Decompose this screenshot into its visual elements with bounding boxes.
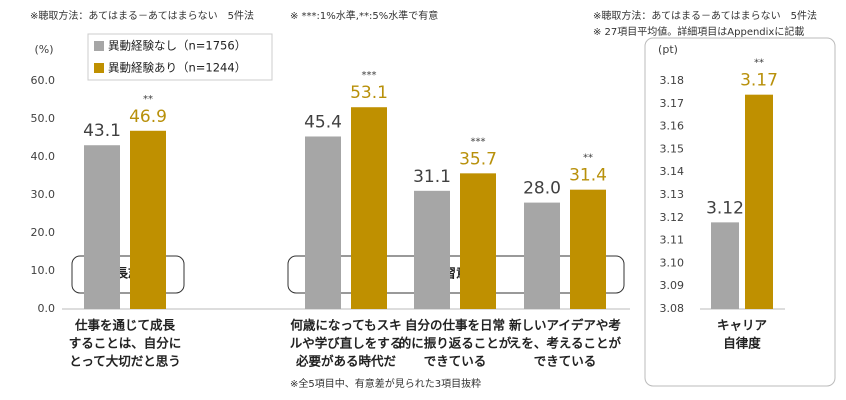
x-tick-label: 自分の仕事を日常 [405, 318, 505, 333]
y-tick-label: 30.0 [31, 188, 56, 201]
x-tick-label: 新しいアイデアや考 [509, 318, 621, 333]
y-tick-label: 3.14 [660, 165, 685, 178]
y-tick-label: 3.12 [660, 211, 685, 224]
note: ※ 27項目平均値。詳細項目はAppendixに記載 [593, 25, 804, 38]
significance-mark: ** [583, 153, 593, 164]
x-tick-label: ルや学び直しをする [290, 336, 403, 351]
data-label: 28.0 [523, 179, 561, 199]
significance-mark: ** [754, 58, 764, 69]
x-tick-label: 必要がある時代だ [295, 354, 397, 369]
data-label: 46.9 [129, 107, 167, 127]
note: ※聴取方法：あてはまる－あてはまらない 5件法 [593, 9, 817, 22]
x-tick-label: とって大切だと思う [69, 354, 181, 369]
y-axis-unit: (%) [34, 43, 53, 56]
x-tick-label: できている [534, 354, 597, 369]
y-tick-label: 60.0 [31, 74, 56, 87]
y-tick-label: 3.18 [660, 74, 685, 87]
y-tick-label: 3.11 [660, 234, 685, 247]
significance-mark: *** [362, 70, 377, 81]
legend-box [87, 33, 273, 81]
note: ※全5項目中、有意差が見られた3項目抜粋 [290, 377, 481, 390]
y-tick-label: 3.15 [660, 142, 685, 155]
y-tick-label: 3.08 [660, 302, 685, 315]
x-tick-label: することは、自分に [69, 336, 182, 351]
bar [524, 202, 560, 309]
y-tick-label: 40.0 [31, 150, 56, 163]
bar [305, 136, 341, 309]
bar [570, 189, 606, 309]
data-label: 45.4 [304, 112, 342, 132]
data-label: 3.17 [740, 71, 778, 91]
bar [84, 145, 120, 309]
y-tick-label: 3.16 [660, 120, 685, 133]
bar [130, 130, 166, 309]
y-tick-label: 20.0 [31, 226, 56, 239]
legend-label: 異動経験あり（n=1244） [108, 61, 246, 75]
y-tick-label: 3.17 [660, 97, 685, 110]
bar [414, 190, 450, 309]
x-tick-label: キャリア [717, 318, 767, 333]
y-tick-label: 10.0 [31, 264, 56, 277]
data-label: 53.1 [350, 83, 388, 103]
bar [351, 107, 387, 309]
y-tick-label: 50.0 [31, 112, 56, 125]
significance-mark: *** [471, 136, 486, 147]
significance-mark: ** [143, 94, 153, 105]
bar [460, 173, 496, 309]
bar [711, 222, 739, 309]
x-tick-label: できている [424, 354, 487, 369]
note: ※ ***:1%水準,**:5%水準で有意 [290, 9, 438, 22]
y-axis-unit: (pt) [658, 43, 678, 56]
x-tick-label: 何歳になってもスキ [290, 318, 401, 333]
legend-swatch [94, 41, 104, 51]
y-tick-label: 3.10 [660, 256, 685, 269]
legend-swatch [94, 63, 104, 73]
note: ※聴取方法：あてはまる－あてはまらない 5件法 [30, 9, 254, 22]
y-tick-label: 0.0 [38, 302, 56, 315]
data-label: 43.1 [83, 121, 121, 141]
panel-frame [644, 37, 836, 387]
y-tick-label: 3.13 [660, 188, 685, 201]
x-tick-label: えを、考えることが [509, 336, 622, 351]
data-label: 31.1 [413, 167, 451, 187]
legend-label: 異動経験なし（n=1756） [108, 39, 246, 53]
x-tick-label: 仕事を通じて成長 [74, 318, 176, 333]
x-tick-label: 的に振り返ることが [399, 336, 512, 351]
data-label: 35.7 [459, 149, 497, 169]
data-label: 3.12 [706, 198, 744, 218]
x-tick-label: 自律度 [723, 336, 761, 351]
y-tick-label: 3.09 [660, 279, 685, 292]
data-label: 31.4 [569, 166, 607, 186]
bar [745, 94, 773, 310]
